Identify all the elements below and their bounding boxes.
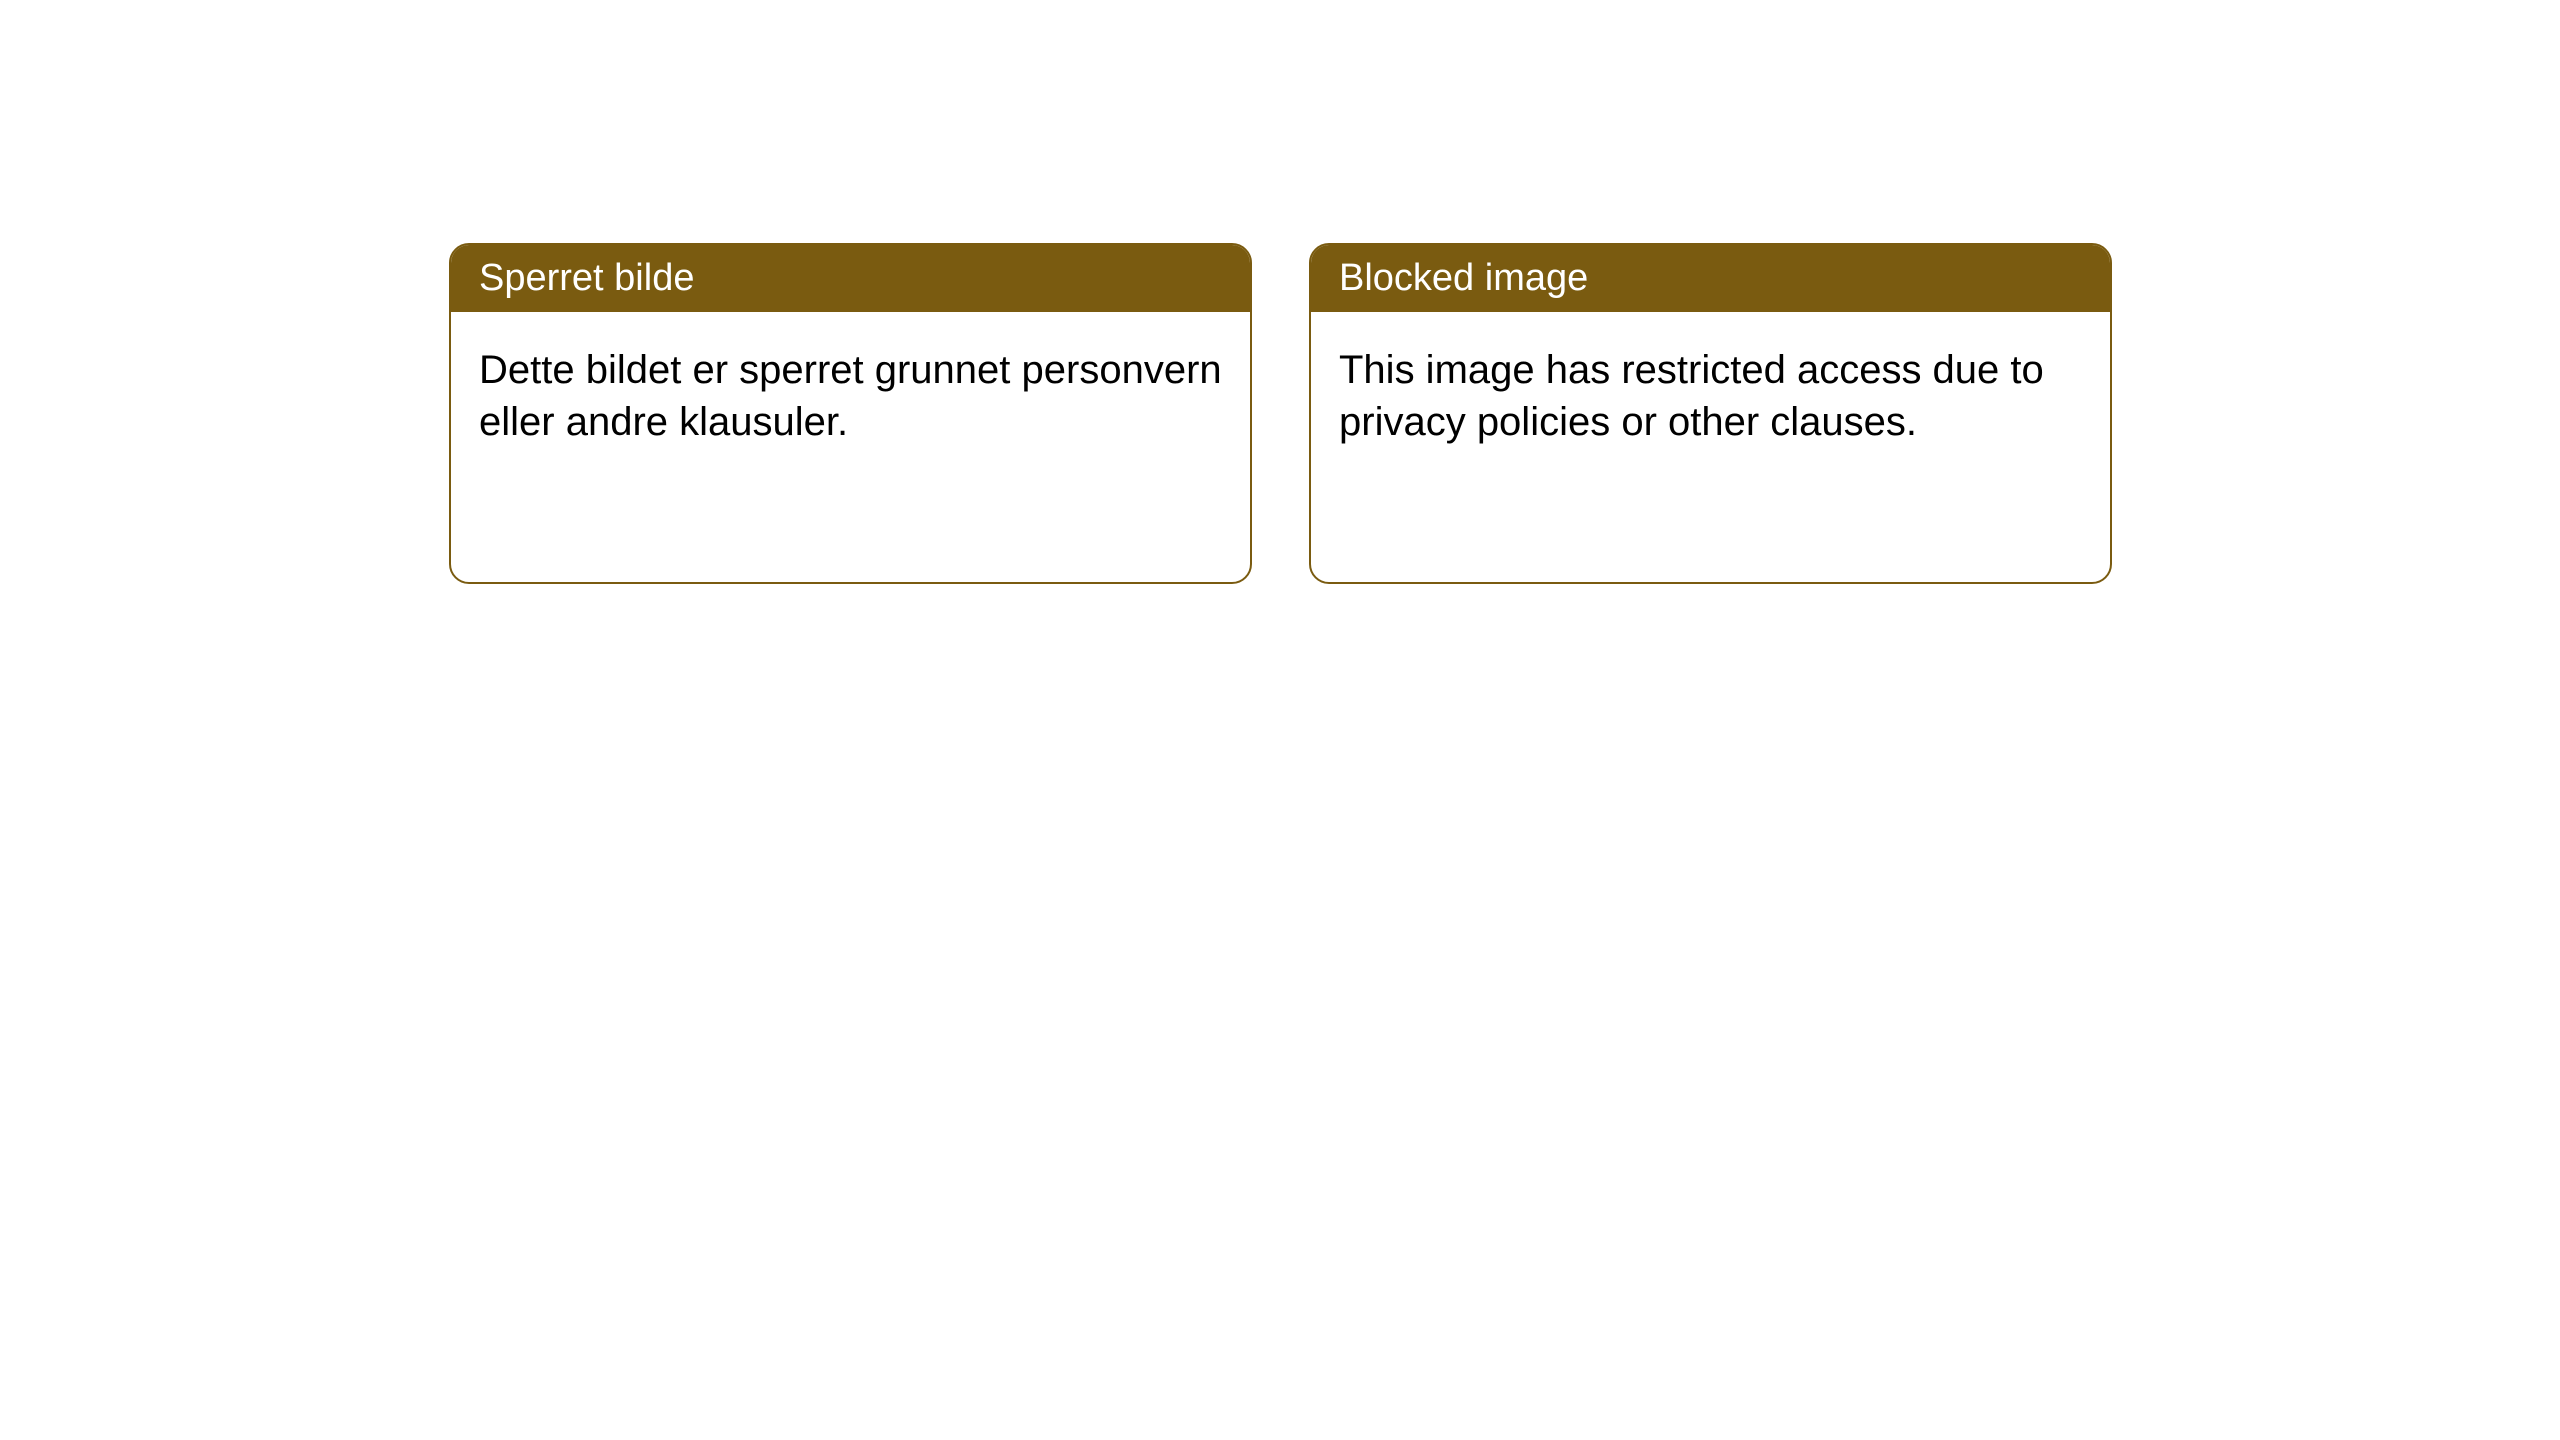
notice-card-norwegian: Sperret bilde Dette bildet er sperret gr…	[449, 243, 1252, 584]
notice-container: Sperret bilde Dette bildet er sperret gr…	[449, 243, 2112, 584]
notice-title-norwegian: Sperret bilde	[451, 245, 1250, 312]
notice-title-english: Blocked image	[1311, 245, 2110, 312]
notice-card-english: Blocked image This image has restricted …	[1309, 243, 2112, 584]
notice-body-norwegian: Dette bildet er sperret grunnet personve…	[451, 312, 1250, 582]
notice-body-english: This image has restricted access due to …	[1311, 312, 2110, 582]
